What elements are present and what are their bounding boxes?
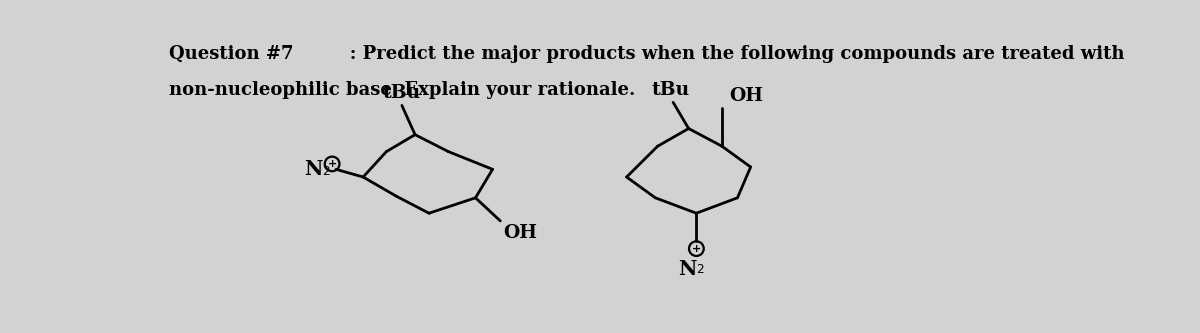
Text: tBu: tBu: [382, 84, 420, 102]
Text: OH: OH: [504, 224, 538, 242]
Text: $_2$: $_2$: [322, 161, 331, 178]
Text: +: +: [691, 244, 701, 254]
Text: N: N: [304, 159, 322, 179]
Text: $_2$: $_2$: [696, 259, 706, 276]
Text: tBu: tBu: [652, 81, 690, 99]
Text: +: +: [328, 159, 337, 169]
Text: Question #7         : Predict the major products when the following compounds ar: Question #7 : Predict the major products…: [168, 45, 1124, 63]
Text: N: N: [678, 259, 696, 279]
Text: OH: OH: [730, 87, 763, 105]
Text: non-nucleophilic base. Explain your rationale.: non-nucleophilic base. Explain your rati…: [168, 81, 635, 99]
